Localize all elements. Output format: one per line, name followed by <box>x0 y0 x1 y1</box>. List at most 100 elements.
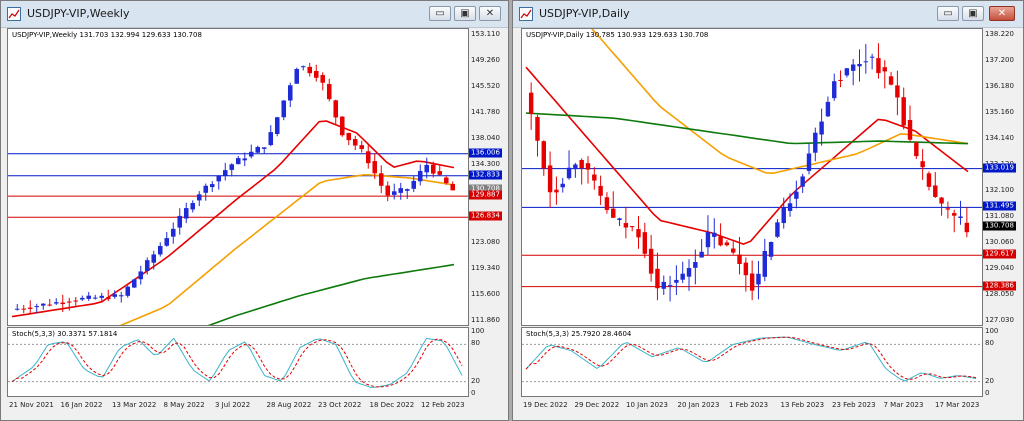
candle-body <box>157 245 163 255</box>
time-axis-label: 16 Jan 2022 <box>60 401 103 409</box>
candle-body <box>411 180 417 189</box>
candle-body <box>398 188 404 193</box>
minimize-button[interactable]: ▭ <box>937 6 959 21</box>
candle-body <box>636 229 641 238</box>
time-axis-label: 12 Feb 2023 <box>421 401 465 409</box>
candle-body <box>604 197 610 210</box>
candle-body <box>190 203 196 210</box>
candle-body <box>876 58 881 74</box>
oscillator-axis-label: 80 <box>471 339 480 348</box>
candle-body <box>14 308 20 310</box>
candle-body <box>686 268 692 277</box>
price-axis-label: 149.260 <box>471 56 500 64</box>
close-button[interactable]: ✕ <box>989 6 1015 21</box>
time-axis-label: 18 Dec 2022 <box>369 401 415 409</box>
candle-body <box>743 262 749 276</box>
candle-body <box>235 158 241 165</box>
candle-body <box>450 184 456 191</box>
price-tag: 130.708 <box>983 221 1016 231</box>
oscillator-axis-label: 100 <box>985 327 999 335</box>
candle-body <box>674 279 679 283</box>
weekly-title-bar[interactable]: USDJPY-VIP,Weekly ▭ ▣ ✕ <box>1 1 508 28</box>
time-axis-label: 29 Dec 2022 <box>574 401 620 409</box>
candle-body <box>378 173 384 186</box>
price-axis-label: 123.080 <box>471 238 500 246</box>
price-axis-label: 138.220 <box>985 30 1014 38</box>
candle-body <box>699 251 704 258</box>
price-tag: 126.834 <box>469 211 502 221</box>
daily-chart-window[interactable]: USDJPY-VIP,Daily ▭ ▣ ✕ USDJPY-VIP,Daily … <box>512 0 1024 421</box>
weekly-oscillator-axis: 100 80 20 0 <box>469 327 509 397</box>
price-tag: 131.495 <box>983 201 1016 211</box>
candle-body <box>768 241 774 257</box>
candle-body <box>787 203 793 211</box>
candle-body <box>914 142 919 157</box>
time-axis-label: 23 Oct 2022 <box>318 401 362 409</box>
candle-body <box>535 116 540 141</box>
moving-average-green <box>525 112 969 145</box>
candle-body <box>294 69 300 84</box>
price-axis-label: 132.100 <box>985 186 1014 194</box>
candle-body <box>926 173 932 187</box>
candle-body <box>964 222 970 233</box>
candle-body <box>731 248 736 253</box>
weekly-chart-window[interactable]: USDJPY-VIP,Weekly ▭ ▣ ✕ USDJPY-VIP,Weekl… <box>0 0 509 421</box>
daily-stochastic-panel[interactable]: Stoch(5,3,3) 25.7920 28.4604 <box>521 327 983 397</box>
daily-oscillator-axis: 100 80 20 0 <box>983 327 1024 397</box>
moving-average-green <box>207 263 455 325</box>
candle-body <box>60 302 66 305</box>
stochastic-main-line <box>525 336 977 382</box>
candle-body <box>151 254 157 263</box>
candle-body <box>749 273 755 291</box>
price-axis-label: 134.300 <box>471 160 500 168</box>
restore-button[interactable]: ▣ <box>454 6 476 21</box>
candle-body <box>611 208 616 218</box>
candle-body <box>945 208 951 210</box>
candle-body <box>209 184 215 188</box>
candle-body <box>642 232 648 254</box>
weekly-price-axis: 153.110 149.260 145.520 141.780 138.040 134.3… <box>469 28 509 326</box>
candle-body <box>547 165 553 193</box>
close-button[interactable]: ✕ <box>479 6 501 21</box>
moving-average-orange <box>590 29 969 175</box>
candle-body <box>281 100 287 118</box>
price-axis-label: 129.040 <box>985 264 1014 272</box>
chart-window-icon <box>519 7 533 21</box>
weekly-stochastic-panel[interactable]: Stoch(5,3,3) 30.3371 57.1814 <box>7 327 469 397</box>
daily-title-bar[interactable]: USDJPY-VIP,Daily ▭ ▣ ✕ <box>513 1 1023 28</box>
candle-body <box>79 297 85 300</box>
minimize-button[interactable]: ▭ <box>429 6 451 21</box>
candle-body <box>242 158 248 161</box>
candle-body <box>617 218 622 221</box>
candle-body <box>339 116 345 136</box>
candle-body <box>762 250 767 277</box>
time-axis-label: 13 Mar 2022 <box>112 401 157 409</box>
price-axis-label: 153.110 <box>471 30 500 38</box>
candle-body <box>92 297 98 299</box>
time-axis-label: 10 Jan 2023 <box>626 401 668 409</box>
restore-button[interactable]: ▣ <box>962 6 984 21</box>
daily-price-axis: 138.220137.200136.180135.160134.140133.1… <box>983 28 1024 326</box>
candle-body <box>105 297 111 300</box>
candle-body <box>196 194 202 201</box>
candle-body <box>203 185 209 193</box>
candle-body <box>222 170 228 176</box>
daily-price-chart[interactable]: USDJPY-VIP,Daily 130.785 130.933 129.633… <box>521 28 983 326</box>
price-axis-label: 127.030 <box>985 316 1014 324</box>
candle-body <box>300 66 306 68</box>
candle-body <box>573 164 578 170</box>
candle-body <box>560 183 565 188</box>
price-axis-label: 128.050 <box>985 290 1014 298</box>
candle-body <box>579 159 584 169</box>
time-axis-label: 20 Jan 2023 <box>677 401 720 409</box>
candle-body <box>895 85 900 98</box>
price-tag: 128.386 <box>983 281 1016 291</box>
weekly-price-chart[interactable]: USDJPY-VIP,Weekly 131.703 132.994 129.63… <box>7 28 469 326</box>
chart-window-icon <box>7 7 21 21</box>
candle-body <box>287 85 293 101</box>
candle-body <box>648 248 654 274</box>
candle-body <box>724 242 730 246</box>
candle-body <box>629 226 635 228</box>
candle-body <box>920 161 925 168</box>
candle-body <box>34 306 40 308</box>
